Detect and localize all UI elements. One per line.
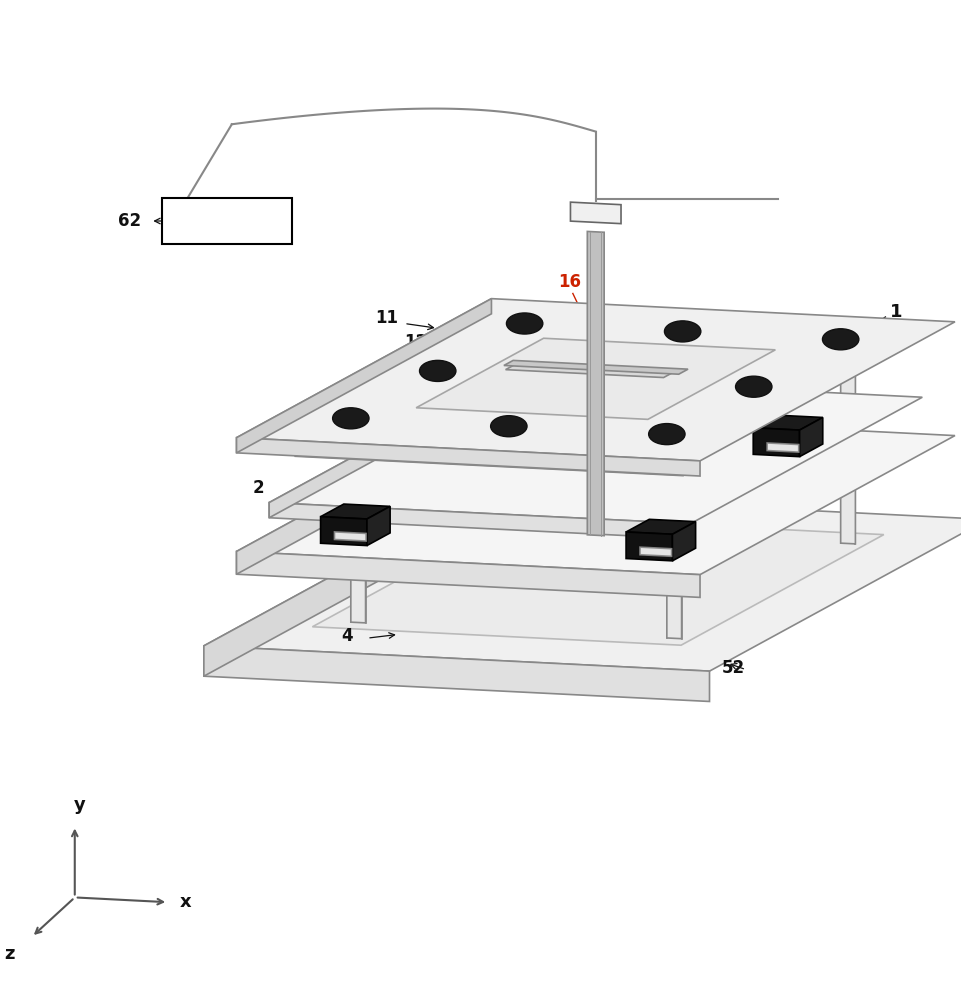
Polygon shape (662, 368, 708, 397)
Polygon shape (320, 517, 366, 546)
Polygon shape (295, 331, 896, 467)
Polygon shape (587, 231, 604, 536)
Ellipse shape (419, 360, 456, 381)
Polygon shape (524, 324, 539, 528)
Polygon shape (708, 358, 731, 397)
Text: 11: 11 (375, 309, 398, 327)
Polygon shape (752, 428, 799, 457)
Ellipse shape (333, 408, 369, 429)
Polygon shape (236, 551, 700, 597)
Polygon shape (570, 202, 621, 224)
Polygon shape (456, 409, 729, 430)
Polygon shape (639, 547, 671, 556)
Ellipse shape (735, 376, 771, 397)
Polygon shape (204, 494, 961, 671)
Polygon shape (320, 504, 390, 519)
FancyBboxPatch shape (161, 198, 292, 244)
Polygon shape (269, 376, 501, 518)
Polygon shape (626, 532, 672, 561)
Polygon shape (626, 519, 695, 534)
Polygon shape (666, 435, 681, 639)
Polygon shape (505, 365, 672, 378)
Polygon shape (752, 415, 822, 430)
Text: 4: 4 (341, 627, 353, 645)
Polygon shape (312, 516, 883, 645)
Polygon shape (334, 532, 366, 541)
Text: 5: 5 (392, 376, 404, 394)
Text: 12: 12 (404, 333, 427, 351)
Polygon shape (416, 338, 775, 419)
Polygon shape (204, 494, 481, 676)
Ellipse shape (822, 329, 858, 350)
Polygon shape (351, 419, 365, 623)
Polygon shape (460, 363, 624, 379)
Text: 31: 31 (344, 389, 367, 407)
Polygon shape (392, 394, 461, 409)
Polygon shape (295, 447, 682, 476)
Text: 61: 61 (485, 375, 508, 393)
Polygon shape (766, 443, 798, 452)
Text: 16: 16 (558, 273, 580, 291)
Text: 2: 2 (253, 479, 264, 497)
Text: 62: 62 (117, 212, 140, 230)
Polygon shape (236, 299, 491, 453)
Polygon shape (392, 406, 438, 435)
Polygon shape (366, 506, 390, 546)
Text: 51: 51 (714, 523, 737, 541)
Polygon shape (456, 368, 632, 384)
Text: x: x (180, 893, 191, 911)
Ellipse shape (648, 424, 684, 445)
Polygon shape (236, 299, 954, 461)
Text: z: z (4, 945, 14, 963)
Polygon shape (672, 522, 695, 561)
Polygon shape (840, 340, 854, 544)
Text: y: y (74, 796, 86, 814)
Polygon shape (674, 384, 705, 394)
Polygon shape (456, 390, 764, 422)
Polygon shape (799, 417, 822, 457)
Polygon shape (236, 412, 954, 575)
Polygon shape (204, 646, 709, 701)
Polygon shape (236, 412, 491, 574)
Polygon shape (662, 355, 731, 370)
Polygon shape (438, 396, 461, 435)
Text: 32: 32 (812, 394, 835, 412)
Polygon shape (295, 331, 508, 456)
Polygon shape (269, 376, 922, 524)
Ellipse shape (505, 313, 542, 334)
Polygon shape (504, 360, 687, 374)
Ellipse shape (490, 416, 527, 437)
Polygon shape (236, 438, 700, 476)
Text: 1: 1 (889, 303, 901, 321)
Text: 52: 52 (722, 659, 745, 677)
Ellipse shape (664, 321, 701, 342)
Polygon shape (269, 503, 690, 539)
Polygon shape (406, 421, 437, 431)
Text: 3: 3 (401, 403, 412, 421)
